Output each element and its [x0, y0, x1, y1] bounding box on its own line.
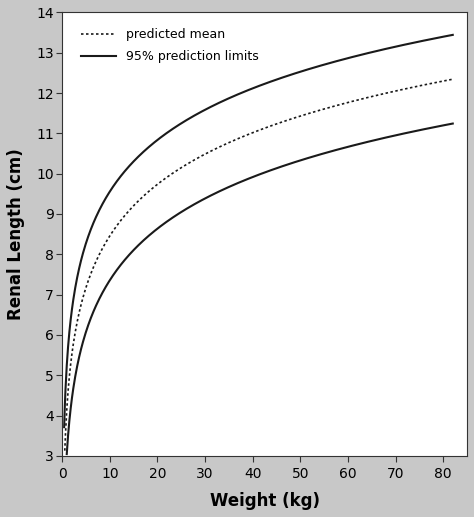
X-axis label: Weight (kg): Weight (kg): [210, 492, 319, 510]
Y-axis label: Renal Length (cm): Renal Length (cm): [7, 148, 25, 320]
Legend: predicted mean, 95% prediction limits: predicted mean, 95% prediction limits: [76, 23, 264, 68]
